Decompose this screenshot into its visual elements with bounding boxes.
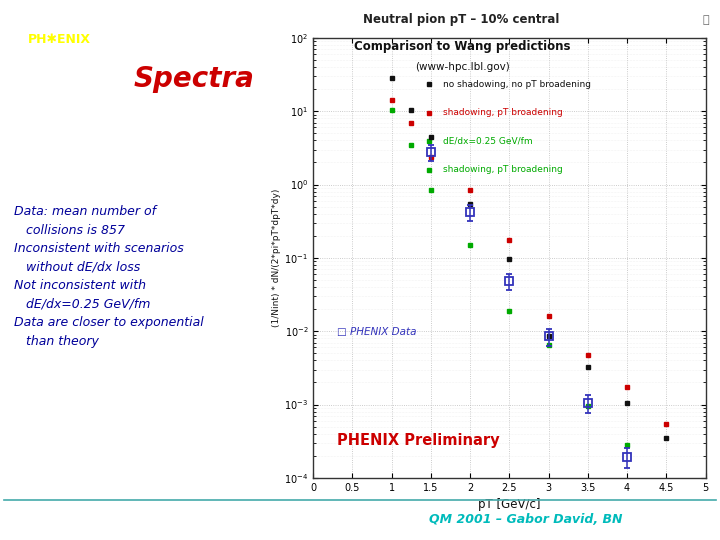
Text: shadowing, pT broadening: shadowing, pT broadening xyxy=(443,108,562,117)
Text: QM 2001 – Gabor David, BN: QM 2001 – Gabor David, BN xyxy=(429,513,622,526)
Text: □ PHENIX Data: □ PHENIX Data xyxy=(337,327,416,337)
Text: PH✱ENIX: PH✱ENIX xyxy=(28,32,91,46)
X-axis label: pT [GeV/c]: pT [GeV/c] xyxy=(478,498,541,511)
Text: shadowing, pT broadening: shadowing, pT broadening xyxy=(443,165,562,174)
Text: dE/dx=0.25 GeV/fm: dE/dx=0.25 GeV/fm xyxy=(443,137,532,146)
Text: ⓘ: ⓘ xyxy=(703,15,709,25)
Text: Comparison to Wang predictions: Comparison to Wang predictions xyxy=(354,40,570,53)
Text: Neutral pion pT – 10% central: Neutral pion pT – 10% central xyxy=(363,14,559,26)
Text: Spectra: Spectra xyxy=(134,65,255,93)
Text: (www-hpc.lbl.gov): (www-hpc.lbl.gov) xyxy=(415,62,510,72)
Text: no shadowing, no pT broadening: no shadowing, no pT broadening xyxy=(443,79,590,89)
Text: PHENIX Preliminary: PHENIX Preliminary xyxy=(337,433,500,448)
Y-axis label: (1/Nint) * dN/(2*pi*pT*dpT*dy): (1/Nint) * dN/(2*pi*pT*dpT*dy) xyxy=(272,188,282,327)
Text: Data: mean number of
   collisions is 857
Inconsistent with scenarios
   without: Data: mean number of collisions is 857 I… xyxy=(14,205,204,348)
